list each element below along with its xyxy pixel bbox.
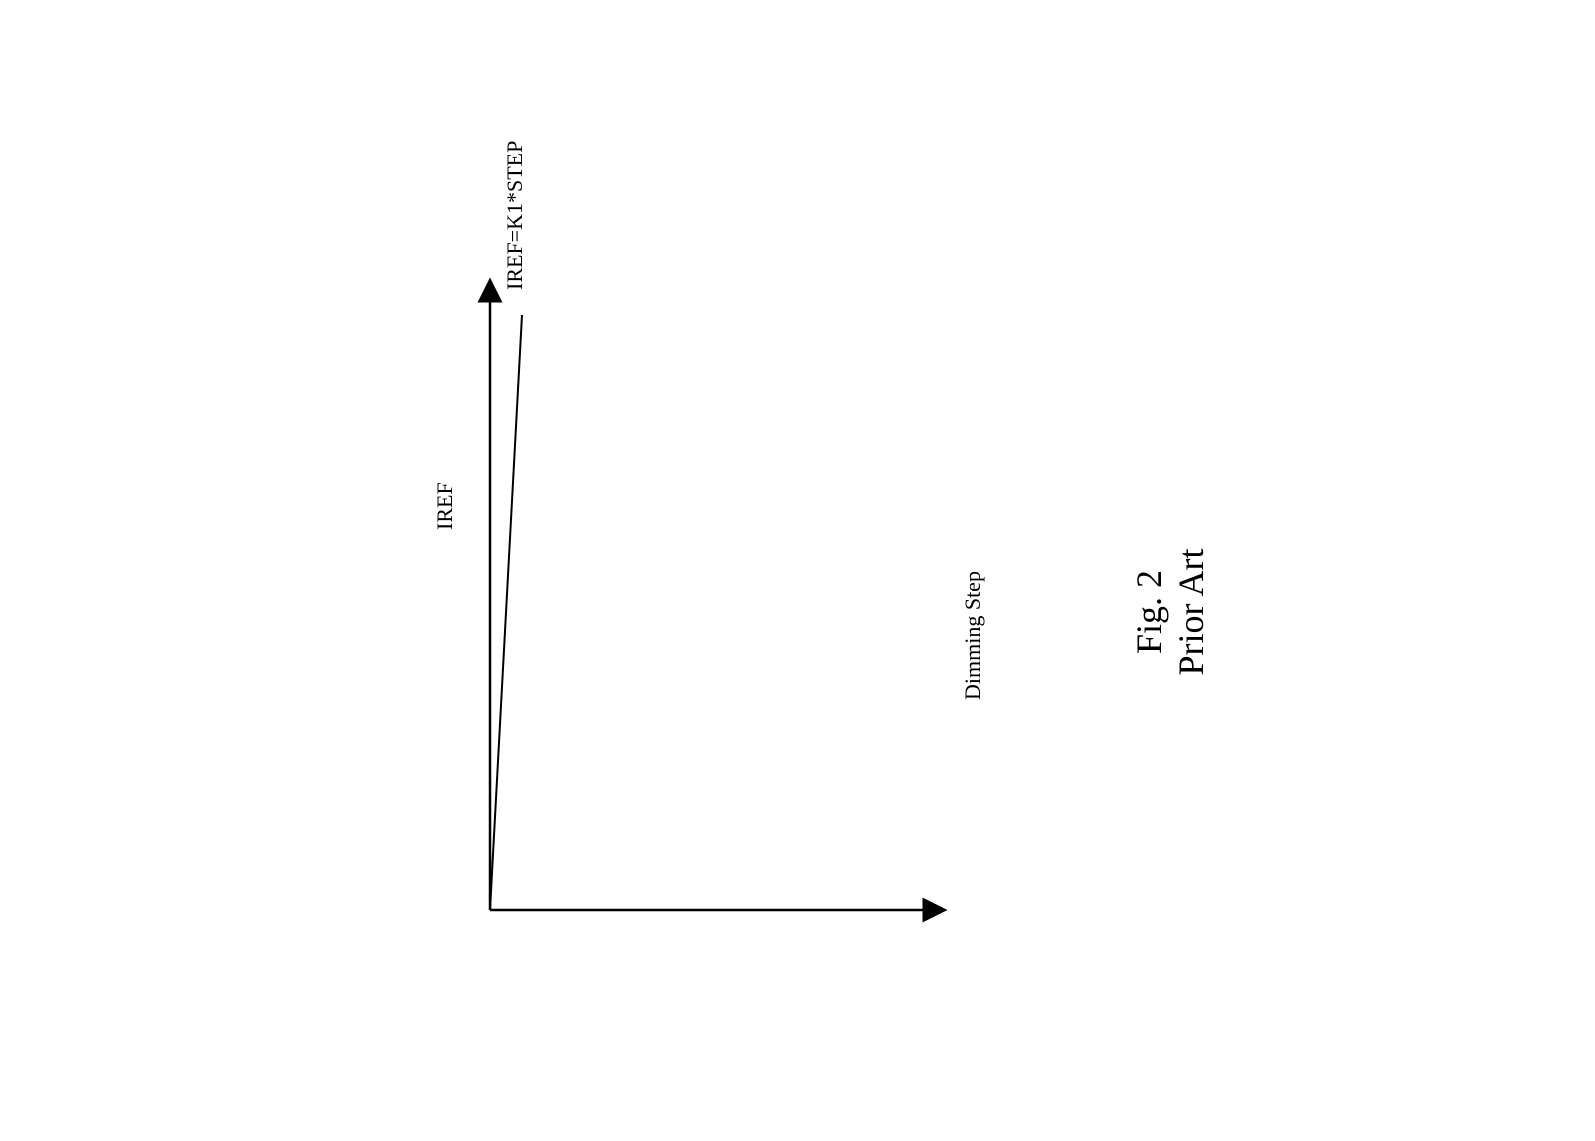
caption-line2: Prior Art <box>1170 512 1212 712</box>
chart-svg <box>200 100 1100 1000</box>
y-axis-label: IREF <box>432 482 458 530</box>
caption-line1: Fig. 2 <box>1128 512 1170 712</box>
equation-label: IREF=K1*STEP <box>502 141 528 290</box>
x-axis-label: Dimming Step <box>960 571 986 700</box>
chart-container <box>200 100 800 1000</box>
figure-caption: Fig. 2 Prior Art <box>1128 512 1212 712</box>
data-line <box>490 315 522 910</box>
